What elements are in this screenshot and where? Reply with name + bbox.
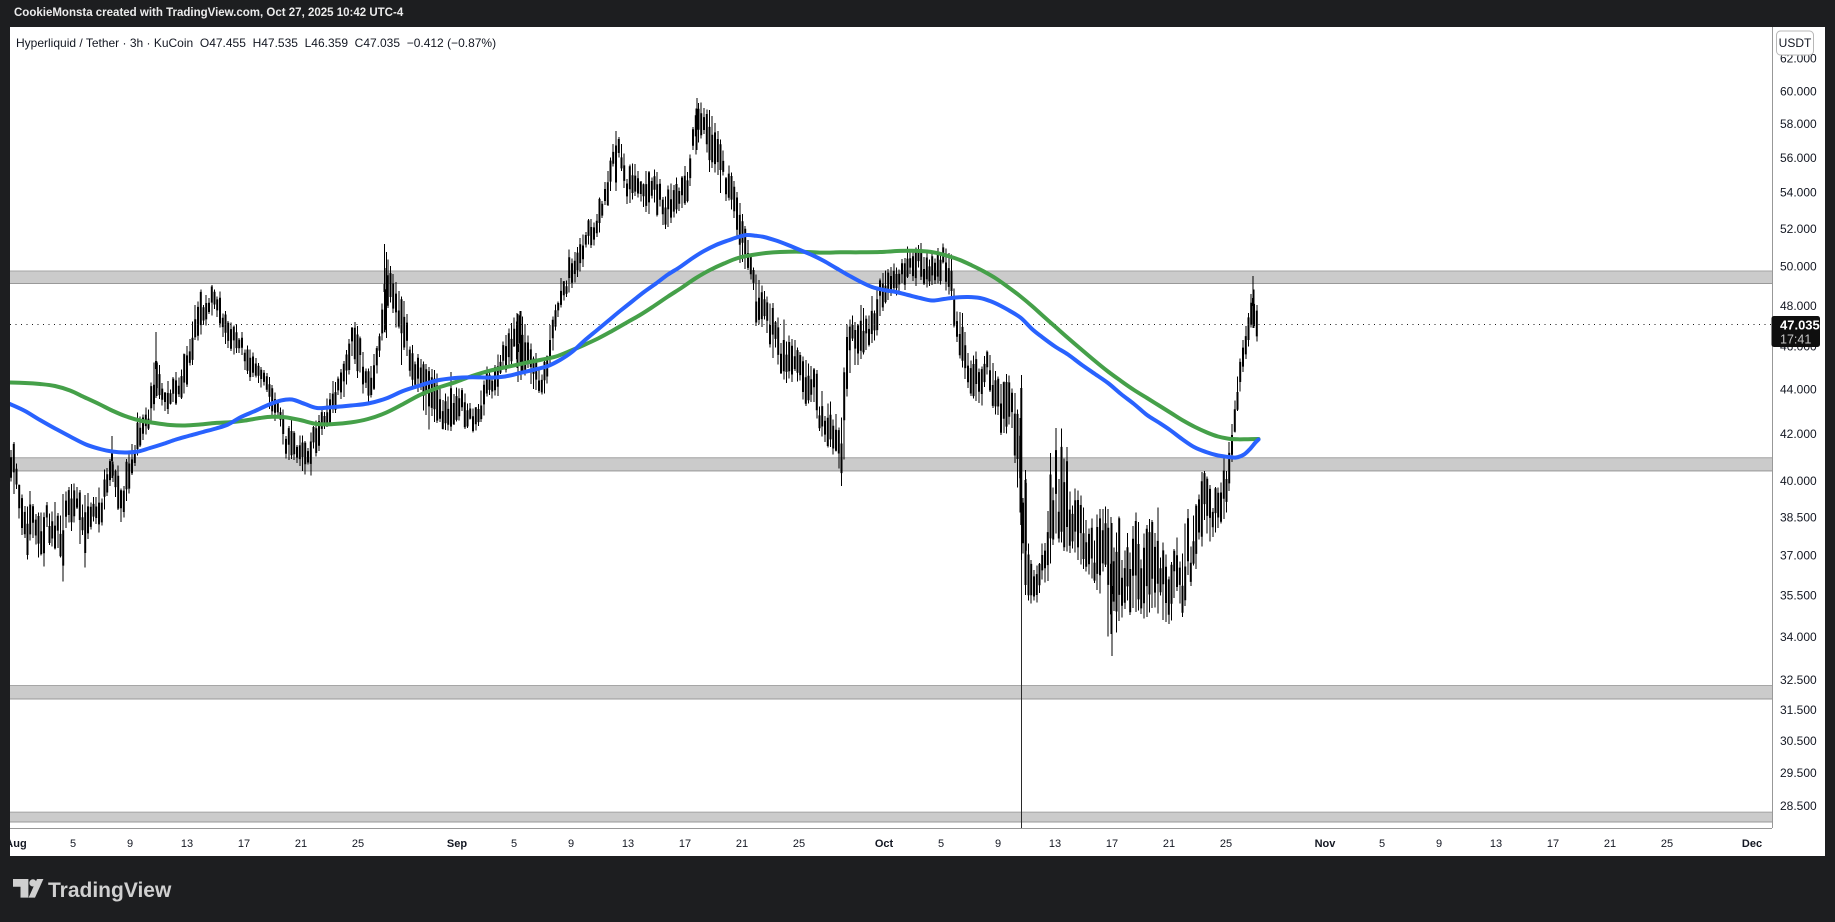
svg-text:9: 9 bbox=[1436, 838, 1442, 850]
svg-text:50.000: 50.000 bbox=[1780, 260, 1817, 274]
svg-text:25: 25 bbox=[1661, 838, 1673, 850]
svg-text:21: 21 bbox=[736, 838, 748, 850]
svg-text:17:41: 17:41 bbox=[1780, 333, 1811, 347]
svg-text:9: 9 bbox=[568, 838, 574, 850]
svg-text:40.000: 40.000 bbox=[1780, 474, 1817, 488]
svg-text:32.500: 32.500 bbox=[1780, 673, 1817, 687]
svg-text:5: 5 bbox=[1379, 838, 1385, 850]
svg-text:38.500: 38.500 bbox=[1780, 511, 1817, 525]
svg-text:21: 21 bbox=[1163, 838, 1175, 850]
svg-text:9: 9 bbox=[995, 838, 1001, 850]
svg-text:Dec: Dec bbox=[1742, 838, 1762, 850]
svg-text:56.000: 56.000 bbox=[1780, 151, 1817, 165]
svg-text:17: 17 bbox=[1547, 838, 1559, 850]
svg-text:25: 25 bbox=[793, 838, 805, 850]
svg-text:Oct: Oct bbox=[875, 838, 894, 850]
svg-text:48.000: 48.000 bbox=[1780, 299, 1817, 313]
svg-text:5: 5 bbox=[938, 838, 944, 850]
svg-text:28.500: 28.500 bbox=[1780, 799, 1817, 813]
svg-text:47.035: 47.035 bbox=[1780, 318, 1820, 333]
svg-text:44.000: 44.000 bbox=[1780, 382, 1817, 396]
svg-text:5: 5 bbox=[70, 838, 76, 850]
svg-text:5: 5 bbox=[511, 838, 517, 850]
svg-text:31.500: 31.500 bbox=[1780, 703, 1817, 717]
svg-text:58.000: 58.000 bbox=[1780, 117, 1817, 131]
svg-text:30.500: 30.500 bbox=[1780, 734, 1817, 748]
svg-text:25: 25 bbox=[1220, 838, 1232, 850]
svg-text:TradingView: TradingView bbox=[48, 879, 172, 902]
svg-text:17: 17 bbox=[238, 838, 250, 850]
svg-text:13: 13 bbox=[622, 838, 634, 850]
svg-text:17: 17 bbox=[1106, 838, 1118, 850]
svg-text:37.000: 37.000 bbox=[1780, 549, 1817, 563]
svg-text:34.000: 34.000 bbox=[1780, 630, 1817, 644]
svg-text:Nov: Nov bbox=[1315, 838, 1337, 850]
svg-text:35.500: 35.500 bbox=[1780, 588, 1817, 602]
svg-text:21: 21 bbox=[1604, 838, 1616, 850]
svg-text:29.500: 29.500 bbox=[1780, 766, 1817, 780]
svg-text:13: 13 bbox=[1049, 838, 1061, 850]
svg-text:21: 21 bbox=[295, 838, 307, 850]
svg-text:52.000: 52.000 bbox=[1780, 222, 1817, 236]
svg-text:13: 13 bbox=[1490, 838, 1502, 850]
svg-text:54.000: 54.000 bbox=[1780, 186, 1817, 200]
svg-text:Aug: Aug bbox=[10, 838, 27, 850]
svg-text:42.000: 42.000 bbox=[1780, 427, 1817, 441]
svg-text:25: 25 bbox=[352, 838, 364, 850]
svg-text:13: 13 bbox=[181, 838, 193, 850]
svg-text:60.000: 60.000 bbox=[1780, 85, 1817, 99]
svg-text:9: 9 bbox=[127, 838, 133, 850]
svg-text:Sep: Sep bbox=[447, 838, 467, 850]
svg-text:USDT: USDT bbox=[1779, 36, 1812, 50]
svg-text:17: 17 bbox=[679, 838, 691, 850]
